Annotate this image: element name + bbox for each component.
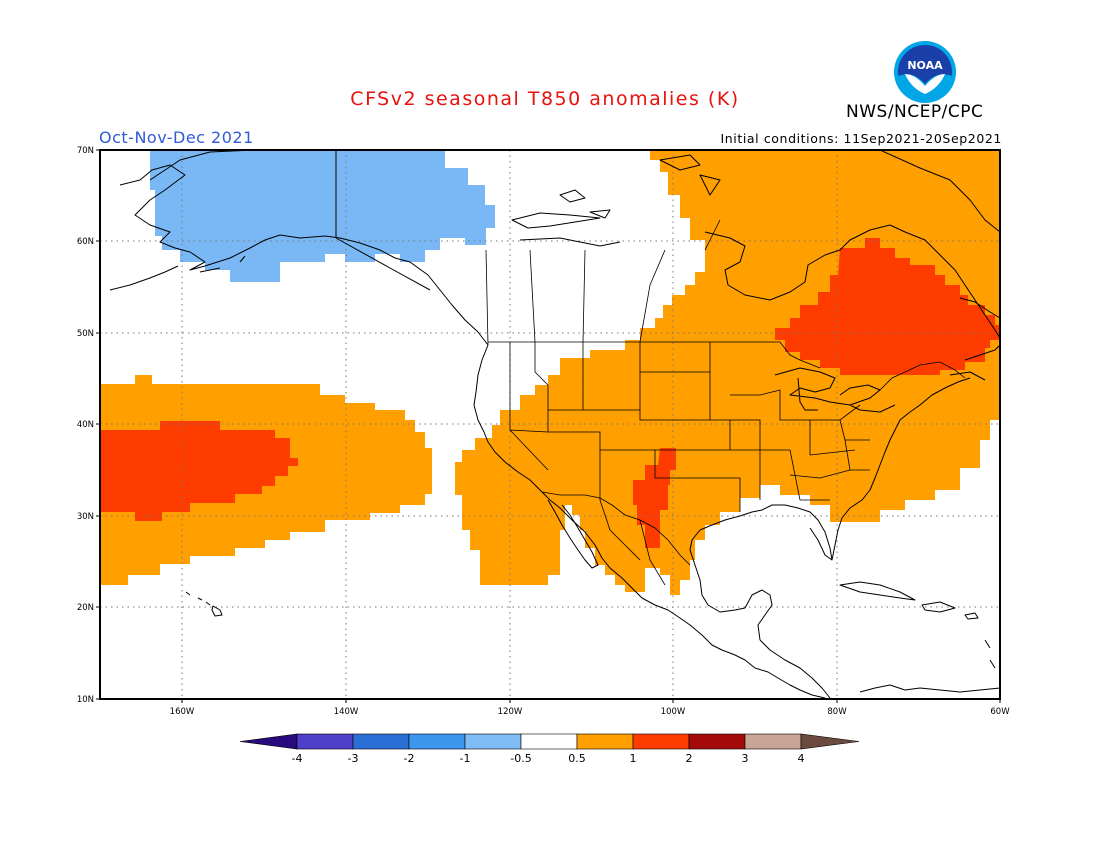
legend-label-9: 4 [798,752,805,765]
border-us-mexico [541,491,691,566]
agency-label: NWS/NCEP/CPC [846,102,984,122]
latitude-labels: 70N 60N 50N 40N 30N 20N 10N [77,146,94,705]
season-label: Oct-Nov-Dec 2021 [99,128,254,147]
legend-label-2: -2 [404,752,415,765]
coastline-arctic-islands [511,154,721,247]
legend-label-1: -3 [348,752,359,765]
logo-text: NOAA [907,59,943,72]
legend-label-3: -1 [460,752,471,765]
coastline-cuba [839,581,916,601]
legend-swatch-2 [352,733,410,750]
lon-label-100w: 100W [661,707,686,717]
lat-label-30n: 30N [77,512,94,522]
coastlines [109,149,1001,699]
legend-swatch-6 [576,733,634,750]
state-borders-west [509,342,710,500]
coastline-hudson-bay [704,224,1001,339]
axis-ticks [96,149,1001,703]
legend-swatch-5 [520,733,578,750]
anomaly-fills [100,150,1000,595]
legend-swatch-1 [296,733,354,750]
legend-swatch-above-max [800,733,860,750]
legend-swatch-4 [464,733,522,750]
political-boundaries [485,219,966,586]
coastline-greenland [879,149,1001,233]
coastline-great-lakes [774,367,896,413]
coastline-aleutians [109,255,246,291]
graticule [100,150,1000,699]
state-borders-central [639,342,790,512]
lat-label-60n: 60N [77,237,94,247]
legend-swatch-7 [632,733,690,750]
coastline-alaska [119,164,489,346]
legend-swatches [239,733,860,750]
noaa-logo-icon: NOAA [894,41,956,103]
legend-label-5: 0.5 [568,752,586,765]
legend-labels: -4 -3 -2 -1 -0.5 0.5 1 2 3 4 [292,752,805,765]
coastline-baja [547,499,599,569]
legend-label-8: 3 [742,752,749,765]
mexico-state-borders [599,499,666,586]
coastline-gulf-mexico [689,504,833,613]
longitude-labels: 160W 140W 120W 100W 80W 60W [170,707,1011,717]
lat-label-20n: 20N [77,603,94,613]
legend-swatch-below-min [239,733,298,750]
coastline-hispaniola [921,601,996,669]
border-us-canada [488,341,966,391]
province-borders-canada [485,219,721,346]
legend-label-0: -4 [292,752,303,765]
lat-label-40n: 40N [77,420,94,430]
lat-label-70n: 70N [77,146,94,156]
cool-anomaly-region-alaska [150,150,495,282]
coastline-central-america [759,639,1001,699]
legend-label-6: 1 [630,752,637,765]
hot-anomaly-region-texas [633,448,676,548]
lon-label-60w: 60W [990,707,1010,717]
legend-swatch-3 [408,733,466,750]
coastline-us-west [473,344,826,699]
lon-label-120w: 120W [498,707,523,717]
coastline-yucatan [744,589,773,641]
legend-label-7: 2 [686,752,693,765]
map-title: CFSv2 seasonal T850 anomalies (K) [350,88,740,110]
coastline-hawaii [185,591,223,617]
hot-anomaly-region-pacific [100,421,298,521]
coastline-us-east [831,377,971,561]
legend-swatch-9 [744,733,802,750]
lat-label-10n: 10N [77,695,94,705]
hot-anomaly-region-canada [775,238,1000,375]
state-borders-east [759,389,870,501]
lon-label-140w: 140W [334,707,359,717]
lat-label-50n: 50N [77,329,94,339]
coastline-labrador [949,297,1001,381]
legend-swatch-8 [688,733,746,750]
lon-label-80w: 80W [827,707,847,717]
legend-label-4: -0.5 [510,752,531,765]
initial-conditions-label: Initial conditions: 11Sep2021-20Sep2021 [720,131,1002,146]
lon-label-160w: 160W [170,707,195,717]
